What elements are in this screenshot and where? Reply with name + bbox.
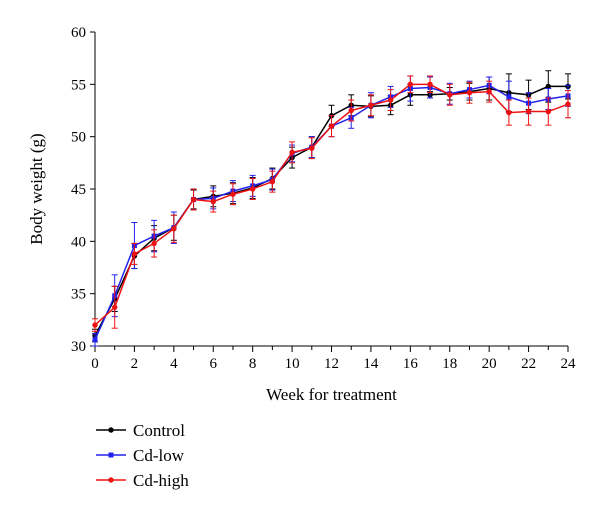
x-tick-label: 4 — [170, 356, 178, 372]
x-tick-label: 10 — [285, 356, 300, 372]
legend-item-cd-low: Cd-low — [96, 446, 185, 465]
x-tick-label: 18 — [442, 356, 457, 372]
data-point — [525, 108, 532, 115]
x-tick-label: 14 — [363, 356, 379, 372]
y-tick-label: 55 — [71, 77, 86, 93]
x-tick-label: 8 — [249, 356, 257, 372]
data-point — [190, 196, 197, 203]
data-point — [131, 251, 138, 257]
data-point — [112, 304, 118, 310]
series-cd-high — [92, 75, 571, 332]
data-point — [545, 108, 551, 115]
legend-label-control: Control — [133, 421, 185, 440]
y-tick-label: 35 — [71, 287, 86, 303]
series-control — [92, 70, 571, 343]
x-tick-label: 0 — [91, 356, 99, 372]
y-tick-label: 40 — [71, 234, 86, 250]
x-ticks: 0 2 4 6 8 10 12 14 16 18 20 22 24 — [91, 346, 576, 372]
legend-marker-cd-high — [108, 477, 114, 483]
data-point — [545, 83, 551, 90]
data-point — [486, 88, 492, 95]
data-point — [171, 226, 177, 232]
legend-marker-control — [108, 427, 114, 433]
legend-marker-cd-low — [108, 452, 114, 458]
x-tick-label: 12 — [324, 356, 339, 372]
x-axis-title: Week for treatment — [266, 385, 397, 404]
data-point — [506, 94, 512, 100]
y-tick-label: 45 — [71, 182, 86, 198]
legend-label-cd-high: Cd-high — [133, 471, 189, 490]
y-tick-label: 50 — [71, 130, 86, 146]
data-point — [328, 123, 335, 129]
x-tick-label: 2 — [131, 356, 139, 372]
legend-item-cd-high: Cd-high — [96, 471, 189, 490]
data-point — [348, 107, 354, 114]
data-point — [565, 101, 571, 107]
data-point — [230, 191, 236, 197]
x-tick-label: 16 — [403, 356, 419, 372]
legend-label-cd-low: Cd-low — [133, 446, 185, 465]
data-point — [269, 178, 276, 185]
data-point — [368, 102, 374, 108]
data-point — [92, 337, 98, 343]
data-point — [249, 186, 256, 192]
data-point — [289, 149, 295, 156]
y-tick-label: 60 — [71, 25, 86, 41]
data-point — [506, 109, 512, 116]
legend-item-control: Control — [96, 421, 185, 440]
data-point — [210, 198, 216, 205]
x-tick-label: 20 — [482, 356, 497, 372]
legend: Control Cd-low Cd-high — [96, 421, 189, 490]
x-tick-label: 22 — [521, 356, 536, 372]
data-point — [309, 145, 315, 151]
x-tick-label: 6 — [210, 356, 218, 372]
data-point — [466, 90, 473, 96]
y-axis-title: Body weight (g) — [27, 133, 46, 244]
data-point — [407, 81, 414, 88]
data-point — [387, 97, 394, 103]
y-tick-label: 30 — [71, 339, 86, 355]
data-point — [92, 322, 98, 328]
x-tick-label: 24 — [561, 356, 577, 372]
y-ticks: 30 35 40 45 50 55 60 — [71, 25, 95, 355]
data-point — [427, 81, 433, 88]
data-point — [447, 92, 453, 98]
plot-series — [92, 70, 571, 347]
data-point — [151, 240, 157, 247]
